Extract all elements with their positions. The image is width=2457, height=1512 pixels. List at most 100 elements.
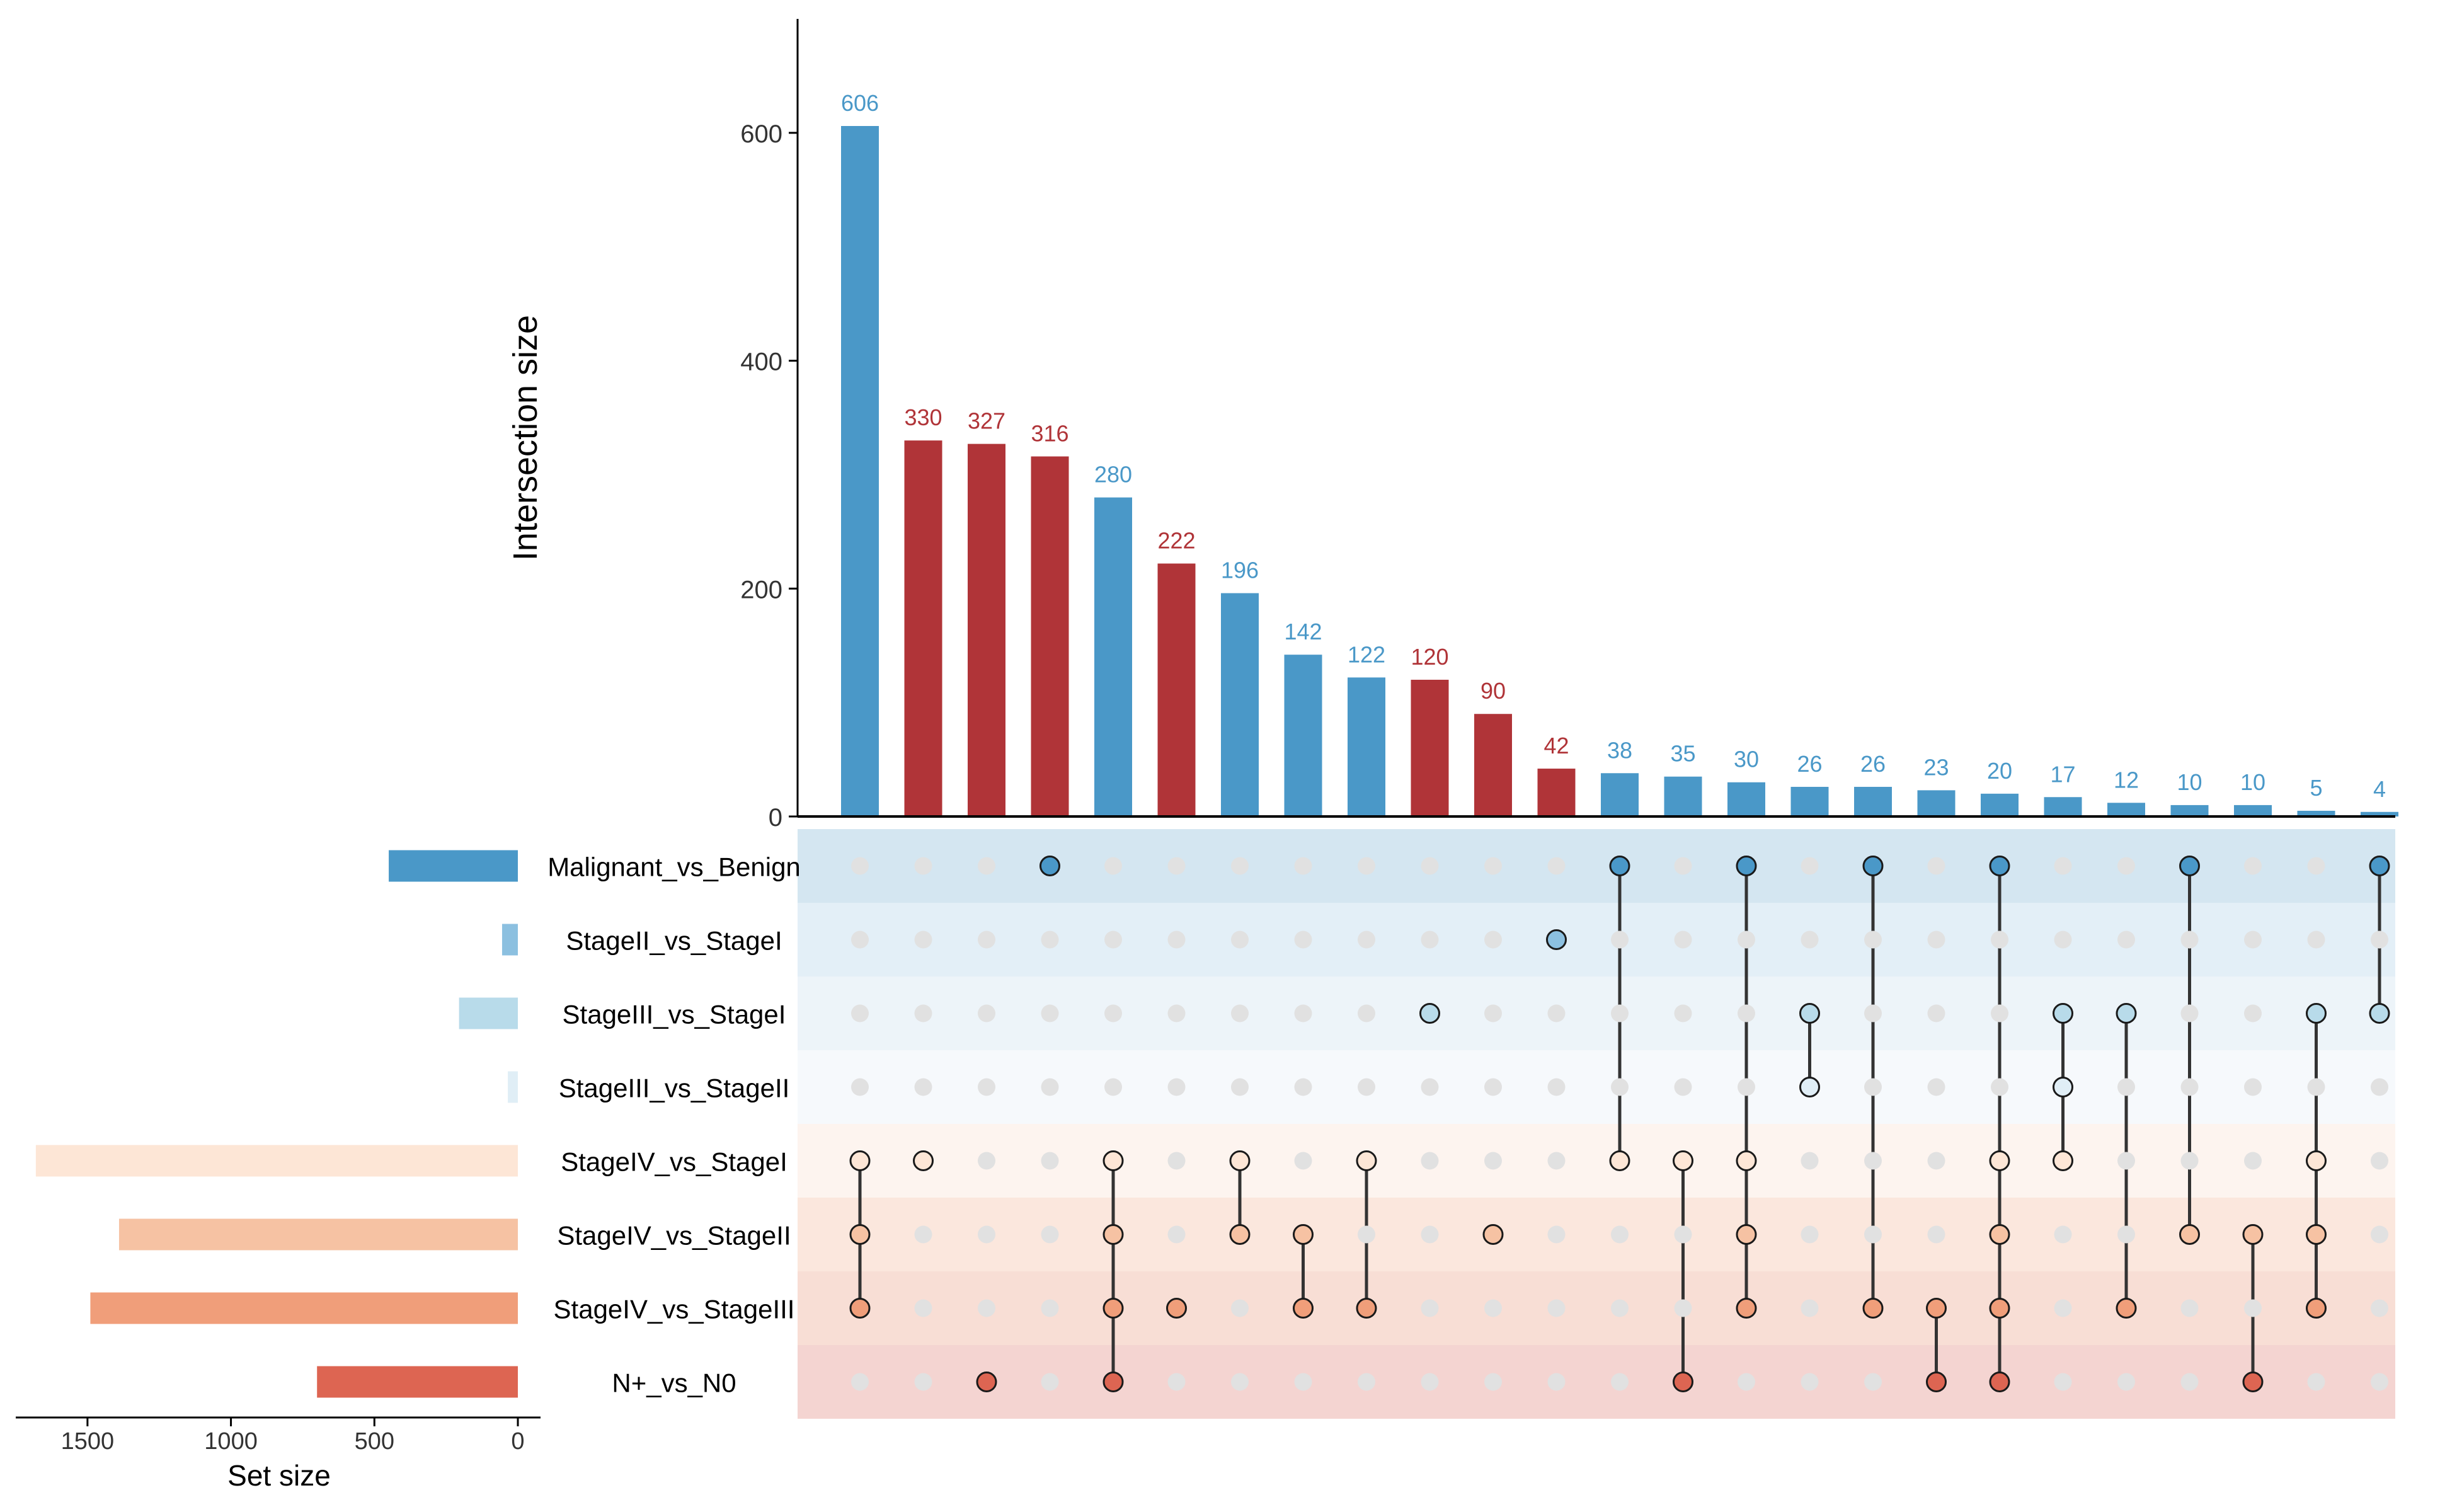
matrix-dot-empty: [1611, 931, 1629, 949]
bar-value-label: 4: [2373, 776, 2386, 802]
intersection-bar: [1157, 563, 1196, 816]
matrix-dot-empty: [2117, 1373, 2135, 1391]
matrix-dot-empty: [2117, 1152, 2135, 1170]
matrix-dot-empty: [1231, 857, 1249, 875]
bar-value-label: 42: [1544, 733, 1569, 759]
matrix-dot-empty: [978, 1078, 995, 1096]
intersection-bar: [904, 440, 942, 816]
matrix-dot-empty: [914, 1004, 932, 1022]
matrix-dot-empty: [2054, 931, 2072, 949]
y-tick-label: 600: [740, 120, 782, 148]
matrix-dot-empty: [978, 1004, 995, 1022]
matrix-dot-empty: [1294, 1004, 1312, 1022]
matrix-dot-empty: [1547, 1004, 1566, 1022]
matrix-dot-filled: [1989, 1150, 2010, 1171]
matrix-dot-filled: [1799, 1003, 1820, 1024]
matrix-dot-empty: [1864, 1078, 1882, 1096]
matrix-dot-empty: [851, 857, 869, 875]
matrix-dot-filled: [1293, 1224, 1314, 1245]
matrix-row-band: [798, 1050, 2395, 1124]
matrix-dot-empty: [2244, 1299, 2262, 1317]
matrix-dot-empty: [1547, 857, 1566, 875]
set-label: N+_vs_N0: [612, 1368, 736, 1398]
matrix-dot-filled: [2242, 1372, 2264, 1392]
set-label: StageIV_vs_StageII: [557, 1221, 791, 1251]
matrix-dot-empty: [978, 1152, 995, 1170]
matrix-dot-filled: [2306, 1150, 2327, 1171]
set-size-axis: 1500 1000 500 0: [16, 1416, 541, 1455]
matrix-dot-filled: [1102, 1298, 1124, 1319]
matrix-dot-empty: [1738, 1078, 1755, 1096]
bar-value-label: 26: [1860, 751, 1886, 777]
matrix-dot-empty: [1041, 1152, 1059, 1170]
matrix-dot-empty: [1547, 1078, 1566, 1096]
matrix-dot-empty: [2180, 931, 2199, 949]
bar-value-label: 38: [1607, 737, 1632, 763]
set-label: StageIV_vs_StageIII: [554, 1295, 795, 1324]
matrix-dot-empty: [1167, 857, 1186, 875]
matrix-dot-empty: [2117, 1225, 2135, 1244]
matrix-dot-filled: [1102, 1150, 1124, 1171]
set-size-tick-label: 1500: [61, 1428, 115, 1455]
bar-value-label: 196: [1221, 558, 1259, 583]
matrix-dot-empty: [2371, 1225, 2388, 1244]
matrix-dot-empty: [2371, 1078, 2388, 1096]
matrix-dot-empty: [978, 1299, 995, 1317]
matrix-dot-empty: [2244, 931, 2262, 949]
intersection-bar: [1601, 773, 1639, 816]
intersection-bar: [2361, 811, 2398, 816]
matrix-dot-empty: [2180, 1152, 2199, 1170]
matrix-row-band: [798, 903, 2395, 976]
intersection-bar: [1031, 456, 1069, 816]
set-size-axis-title: Set size: [227, 1459, 331, 1492]
matrix-dot-empty: [2117, 1078, 2135, 1096]
matrix-dot-empty: [1801, 1299, 1819, 1317]
matrix-dot-empty: [1927, 1078, 1945, 1096]
set-label: Malignant_vs_Benign: [547, 852, 801, 882]
matrix-dot-filled: [1673, 1372, 1693, 1392]
matrix-dot-filled: [1229, 1150, 1251, 1171]
matrix-dot-filled: [976, 1372, 997, 1392]
matrix-dot-filled: [1799, 1077, 1820, 1097]
matrix-dot-empty: [1484, 1299, 1502, 1317]
matrix-dot-empty: [978, 857, 995, 875]
matrix-dot-empty: [1611, 1299, 1629, 1317]
bar-value-label: 142: [1284, 619, 1322, 644]
intersection-matrix: [849, 856, 2390, 1392]
intersection-bar: [1981, 793, 2019, 816]
matrix-dot-empty: [1611, 1225, 1629, 1244]
matrix-dot-filled: [2306, 1298, 2327, 1319]
matrix-dot-empty: [851, 1078, 869, 1096]
matrix-dot-empty: [1421, 857, 1439, 875]
matrix-dot-empty: [1864, 931, 1882, 949]
bar-value-label: 222: [1157, 527, 1195, 553]
matrix-dot-empty: [1231, 1078, 1249, 1096]
matrix-dot-empty: [1674, 1299, 1692, 1317]
bar-value-label: 10: [2240, 769, 2265, 795]
matrix-dot-filled: [1673, 1150, 1693, 1171]
matrix-dot-filled: [2369, 856, 2390, 876]
matrix-dot-filled: [2116, 1003, 2137, 1024]
matrix-dot-filled: [2179, 1224, 2200, 1245]
matrix-dot-empty: [2307, 931, 2325, 949]
intersection-bar: [1094, 497, 1132, 816]
matrix-dot-filled: [1736, 1224, 1757, 1245]
matrix-dot-empty: [1358, 1078, 1375, 1096]
matrix-dot-empty: [1927, 857, 1945, 875]
matrix-dot-empty: [1801, 857, 1819, 875]
matrix-dot-empty: [914, 1373, 932, 1391]
bar-value-label: 327: [968, 408, 1005, 434]
intersection-bar: [1411, 679, 1449, 816]
set-label: StageIV_vs_StageI: [561, 1147, 788, 1177]
matrix-dot-empty: [2054, 857, 2072, 875]
matrix-dot-empty: [2180, 1078, 2199, 1096]
matrix-dot-filled: [2179, 856, 2200, 876]
matrix-row-band: [798, 976, 2395, 1050]
bar-value-label: 35: [1670, 741, 1695, 767]
intersection-bar: [1727, 782, 1765, 816]
intersection-bar: [2297, 810, 2335, 816]
matrix-dot-empty: [914, 931, 932, 949]
matrix-dot-empty: [1104, 931, 1122, 949]
intersection-bars: 606 330 327 316 280 222 196 142 122 120 90 42 38 35 30…: [841, 90, 2398, 816]
matrix-dot-empty: [1738, 931, 1755, 949]
